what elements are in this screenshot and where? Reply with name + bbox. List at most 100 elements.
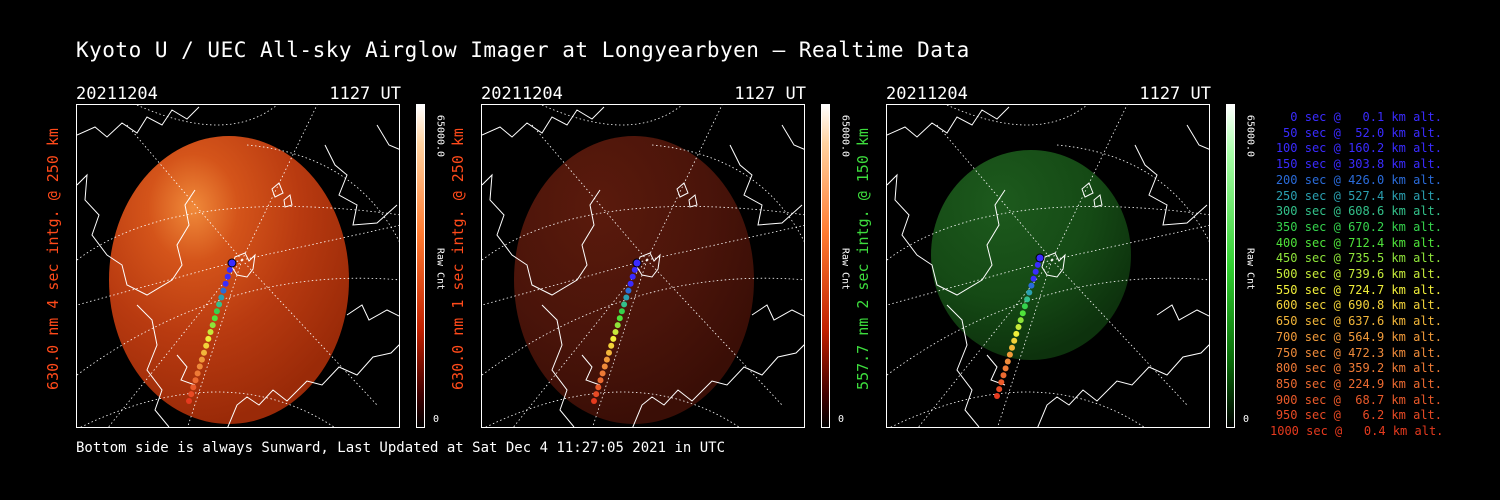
svalbard-outline (231, 182, 293, 278)
trajectory-point (194, 370, 201, 377)
trajectory-point (201, 349, 207, 356)
trajectory-point (593, 391, 600, 398)
legend-entry: 800 sec @ 359.2 km alt. (1275, 361, 1442, 376)
trajectory-point (994, 393, 1000, 399)
trajectory-point (608, 342, 615, 349)
panel-time: 1127 UT (329, 84, 401, 104)
panel-date: 20211204 (76, 84, 158, 104)
trajectory-point (213, 308, 220, 315)
footer-status: Bottom side is always Sunward, Last Upda… (76, 440, 726, 456)
trajectory-point (220, 287, 227, 294)
legend-entry: 550 sec @ 724.7 km alt. (1275, 282, 1442, 297)
trajectory-point (621, 301, 628, 308)
colorbar-unit: Raw Cnt (433, 239, 447, 299)
legend-entry: 650 sec @ 637.6 km alt. (1275, 314, 1442, 329)
geo-grid (77, 105, 399, 427)
coastline (482, 106, 804, 427)
wavelength-label-text: 557.7 nm 2 sec intg. @ 150 km (854, 128, 872, 390)
panel-date: 20211204 (886, 84, 968, 104)
trajectory-point (631, 266, 638, 273)
trajectory-point (227, 258, 237, 268)
trajectory-point (1021, 303, 1028, 310)
legend-entry: 350 sec @ 670.2 km alt. (1275, 219, 1442, 234)
trajectory-point (1026, 289, 1033, 296)
colorbar (821, 104, 830, 428)
panel-630nm-1sec: 20211204 1127 UT 630.0 nm 1 sec intg. @ … (449, 84, 891, 434)
colorbar-max-text: 65000.0 (434, 114, 446, 158)
legend-entry: 900 sec @ 68.7 km alt. (1275, 392, 1442, 407)
trajectory-point (1011, 337, 1018, 344)
trajectory-point (601, 363, 608, 370)
trajectory-point (1028, 282, 1035, 289)
allsky-image (76, 104, 400, 428)
trajectory-point (196, 363, 203, 370)
trajectory-point (1034, 261, 1041, 268)
trajectory-point (1017, 317, 1024, 324)
colorbar (1226, 104, 1235, 428)
colorbar-unit-text: Raw Cnt (1244, 247, 1256, 291)
trajectory-point (632, 258, 642, 268)
panel-557nm-2sec: 20211204 1127 UT 557.7 nm 2 sec intg. @ … (854, 84, 1296, 434)
legend-entry: 600 sec @ 690.8 km alt. (1275, 298, 1442, 313)
trajectory-point (998, 379, 1005, 386)
legend-entry: 100 sec @ 160.2 km alt. (1275, 141, 1442, 156)
allsky-svg (77, 105, 399, 427)
legend-entry: 450 sec @ 735.5 km alt. (1275, 251, 1442, 266)
allsky-image (481, 104, 805, 428)
colorbar-max-text: 65000.0 (1244, 114, 1256, 158)
colorbar-min: 0 (838, 414, 845, 425)
svalbard-outline (636, 182, 698, 278)
trajectory-point (222, 280, 229, 287)
trajectory-point (1006, 351, 1013, 358)
trajectory-point (1030, 275, 1037, 282)
trajectory-point (627, 280, 634, 287)
colorbar-max: 65000.0 (433, 106, 447, 166)
trajectory-point (224, 273, 231, 280)
wavelength-label-text: 630.0 nm 4 sec intg. @ 250 km (44, 128, 62, 390)
trajectory-point (1019, 310, 1026, 317)
colorbar-max: 65000.0 (838, 106, 852, 166)
colorbar-unit: Raw Cnt (1243, 239, 1257, 299)
colorbar-max-text: 65000.0 (839, 114, 851, 158)
trajectory-point (625, 287, 632, 294)
allsky-field-of-view (514, 136, 754, 424)
legend-entry: 750 sec @ 472.3 km alt. (1275, 345, 1442, 360)
trajectory-point (186, 398, 192, 404)
trajectory-point (591, 398, 597, 404)
allsky-image (886, 104, 1210, 428)
allsky-svg (887, 105, 1209, 427)
trajectory-point (597, 377, 604, 384)
trajectory-point (226, 266, 233, 273)
page-title: Kyoto U / UEC All-sky Airglow Imager at … (76, 38, 970, 62)
colorbar (416, 104, 425, 428)
trajectory-point (205, 335, 212, 342)
panel-date: 20211204 (481, 84, 563, 104)
trajectory-point (612, 329, 619, 335)
legend-entry: 250 sec @ 527.4 km alt. (1275, 188, 1442, 203)
trajectory-point (1035, 253, 1045, 263)
trajectory-point (190, 384, 197, 391)
coastline (887, 106, 1209, 427)
trajectory-point (203, 342, 210, 349)
colorbar-min: 0 (1243, 414, 1250, 425)
colorbar-unit: Raw Cnt (838, 239, 852, 299)
svalbard-outline (1041, 182, 1103, 278)
geo-grid (482, 105, 804, 427)
colorbar-unit-text: Raw Cnt (434, 247, 446, 291)
trajectory-point (216, 301, 223, 308)
trajectory-point (606, 349, 612, 356)
trajectory-point (1013, 330, 1020, 337)
panel-time: 1127 UT (734, 84, 806, 104)
legend-entry: 850 sec @ 224.9 km alt. (1275, 376, 1442, 391)
trajectory-point (192, 377, 199, 384)
trajectory-point (1024, 296, 1031, 303)
panel-wavelength-label: 557.7 nm 2 sec intg. @ 150 km (853, 106, 873, 412)
legend-entry: 1000 sec @ 0.4 km alt. (1270, 424, 1444, 439)
trajectory-point (614, 322, 621, 329)
trajectory-point (1009, 344, 1015, 351)
coastline (77, 106, 399, 427)
colorbar-max: 65000.0 (1243, 106, 1257, 166)
trajectory-point (595, 384, 602, 391)
trajectory-point (218, 294, 225, 301)
legend-entry: 300 sec @ 608.6 km alt. (1275, 204, 1442, 219)
